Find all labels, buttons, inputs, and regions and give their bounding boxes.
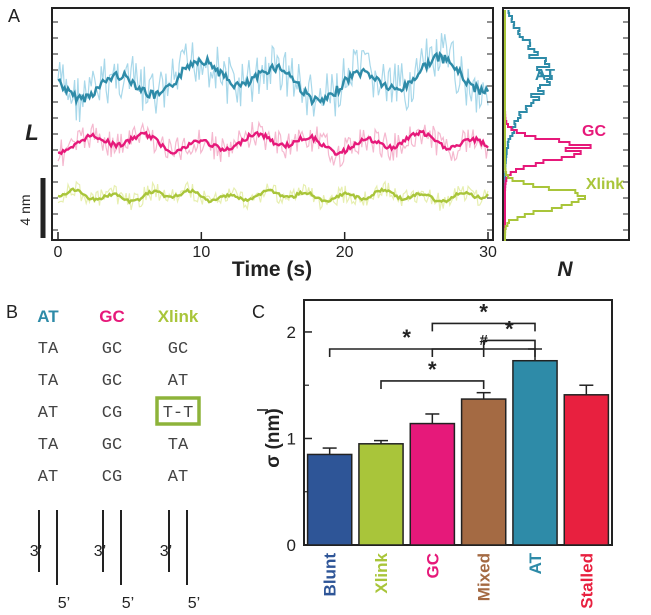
bar-y-tick-label: 0 xyxy=(287,536,296,555)
significance-marker: * xyxy=(402,325,411,350)
histogram-frame xyxy=(502,7,630,241)
trace-raw-xlink xyxy=(57,180,489,211)
sequence-header-at: AT xyxy=(37,307,59,326)
histogram-xlink xyxy=(504,10,586,241)
histogram-panel xyxy=(502,7,630,241)
bar-label-xlink: Xlink xyxy=(372,552,391,593)
trace-x-tick-label: 20 xyxy=(336,244,354,261)
bar-y-tick-label: 2 xyxy=(287,323,296,342)
bar-stalled xyxy=(563,394,610,546)
hist-label-gc: GC xyxy=(582,123,606,140)
label-5-prime: 5’ xyxy=(58,595,70,612)
bar-mixed xyxy=(460,398,507,546)
base-pair: GC xyxy=(168,340,188,359)
histogram-x-label: N xyxy=(557,258,573,281)
trace-smooth-gc xyxy=(57,129,489,156)
significance-bracket xyxy=(431,322,536,332)
bar-label-gc: GC xyxy=(423,553,442,579)
significance-marker: * xyxy=(428,357,437,382)
panel-b-label: B xyxy=(6,302,18,322)
significance-marker: * xyxy=(479,299,488,324)
trace-x-tick-label: 30 xyxy=(479,244,497,261)
histogram-gc xyxy=(504,10,592,241)
time-trace-panel: 0 10 20 30 xyxy=(51,7,497,261)
hist-label-xlink: Xlink xyxy=(586,176,624,193)
trace-smooth-at xyxy=(57,51,490,107)
sequence-header-xlink: Xlink xyxy=(158,307,199,326)
scale-bar-label: 4 nm xyxy=(17,194,33,225)
base-pair: TA xyxy=(38,340,59,359)
bar-y-tick-label: 1 xyxy=(287,429,296,448)
base-pair: CG xyxy=(102,404,122,423)
base-pair: T-T xyxy=(163,404,194,423)
base-pair: AT xyxy=(168,372,188,391)
base-pair: AT xyxy=(38,468,58,487)
bar-label-blunt: Blunt xyxy=(321,553,340,597)
base-pair: AT xyxy=(38,404,58,423)
base-pair: TA xyxy=(168,436,189,455)
base-pair: CG xyxy=(102,468,122,487)
base-pair: TA xyxy=(38,436,59,455)
hist-label-at: AT xyxy=(535,67,555,84)
panel-a-label: A xyxy=(8,6,20,26)
crosslink-box xyxy=(155,396,201,426)
significance-bracket xyxy=(482,339,536,349)
panel-c-label: C xyxy=(252,302,265,322)
label-5-prime: 5’ xyxy=(188,595,200,612)
trace-y-label: L xyxy=(25,120,38,145)
bar-at xyxy=(512,359,558,546)
trace-x-tick-label: 0 xyxy=(54,244,63,261)
label-3-prime: 3’ xyxy=(94,543,106,560)
histogram-at xyxy=(504,10,553,241)
trace-frame xyxy=(51,7,494,241)
base-pair: TA xyxy=(38,372,59,391)
trace-smooth-xlink xyxy=(57,187,489,205)
bar-chart-frame xyxy=(303,299,613,546)
trace-x-label: Time (s) xyxy=(232,258,312,281)
base-pair: GC xyxy=(102,436,122,455)
bar-label-at: AT xyxy=(526,552,545,574)
histogram-series xyxy=(504,10,629,241)
trace-series xyxy=(57,33,490,211)
bar-gc xyxy=(409,422,456,546)
label-3-prime: 3’ xyxy=(160,543,172,560)
label-3-prime: 3’ xyxy=(30,543,42,560)
trace-raw-at xyxy=(57,33,489,123)
significance-bracket xyxy=(328,348,485,357)
bar-y-label: σ (nm) xyxy=(263,408,284,467)
bar-label-stalled: Stalled xyxy=(577,553,596,609)
bar-xlink xyxy=(358,443,404,546)
sequence-panel: AT TA TA AT TA AT 3’ 5’ GC GC GC CG GC CG 3’ 5’ Xlink GC A… xyxy=(30,307,201,612)
sequence-header-gc: GC xyxy=(99,307,125,326)
trace-x-tick-label: 10 xyxy=(192,244,210,261)
label-5-prime: 5’ xyxy=(122,595,134,612)
base-pair: GC xyxy=(102,340,122,359)
significance-marker: * xyxy=(505,316,514,341)
significance-bracket xyxy=(380,380,485,389)
trace-x-ticks: 0 10 20 30 xyxy=(52,21,497,261)
significance-bracket xyxy=(431,348,536,357)
base-pair: AT xyxy=(168,468,188,487)
base-pair: GC xyxy=(102,372,122,391)
bar-blunt xyxy=(306,453,353,546)
bar-label-mixed: Mixed xyxy=(475,553,494,601)
